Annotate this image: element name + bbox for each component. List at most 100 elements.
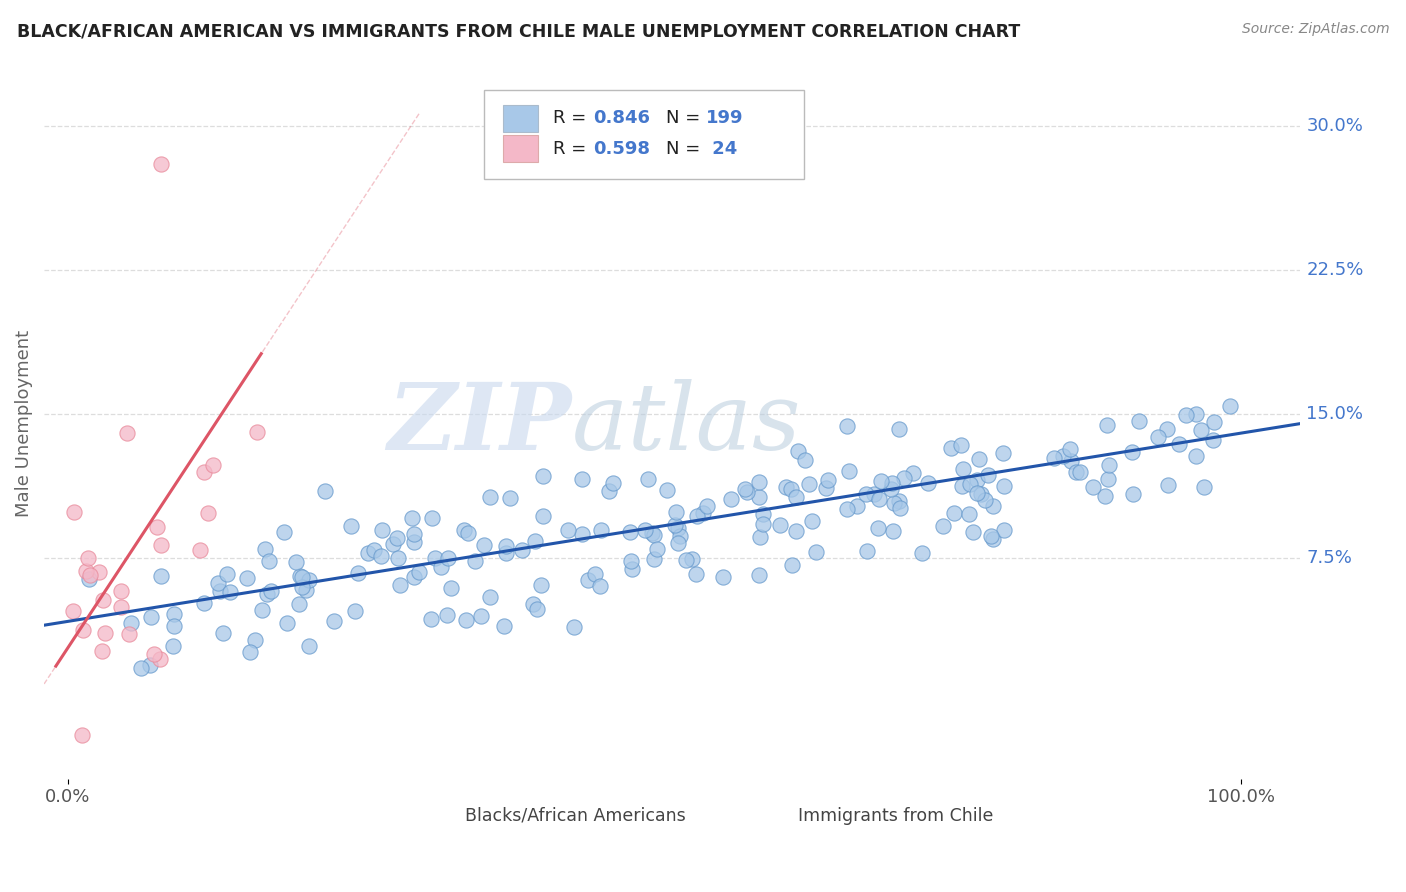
Point [77,550,100,565]
Point [472,538,495,552]
Point [966,486,988,500]
Point [531,468,554,483]
Point [734,482,756,496]
Point [967,452,990,467]
Point [371,523,394,537]
Point [162,639,184,653]
Point [1128,414,1150,428]
Point [129,661,152,675]
Point [437,551,460,566]
Point [1204,416,1226,430]
Point [193,465,215,479]
Point [1064,465,1087,479]
Point [643,552,665,566]
Point [785,524,807,538]
Text: 30.0%: 30.0% [1306,117,1364,135]
Point [980,528,1002,542]
Point [619,525,641,540]
Point [163,619,186,633]
Point [1219,399,1241,413]
Point [531,509,554,524]
Point [991,446,1014,460]
Point [846,500,869,514]
Point [620,554,643,568]
Point [591,523,613,537]
Point [75,564,97,578]
Point [522,598,544,612]
Point [243,633,266,648]
Point [250,603,273,617]
Point [322,614,344,628]
Text: ZIP: ZIP [388,378,572,468]
Point [288,568,311,582]
FancyBboxPatch shape [502,136,537,162]
Point [453,523,475,537]
Point [93,625,115,640]
Point [273,524,295,539]
Point [959,476,981,491]
Point [1059,442,1081,456]
Point [524,534,547,549]
Point [855,487,877,501]
Point [868,491,890,506]
Point [981,532,1004,546]
Point [911,546,934,560]
Point [110,599,132,614]
Point [110,583,132,598]
Point [454,613,477,627]
Point [665,505,688,519]
Text: 0.846: 0.846 [593,109,650,128]
Point [879,483,901,497]
Point [641,525,664,540]
Point [288,597,311,611]
Point [589,579,612,593]
Point [149,569,172,583]
Point [643,528,665,542]
Text: Blacks/African Americans: Blacks/African Americans [465,806,686,825]
Point [1189,423,1212,437]
Point [1122,486,1144,500]
FancyBboxPatch shape [484,90,804,178]
Point [602,475,624,490]
Point [837,419,859,434]
Point [974,493,997,508]
Point [212,625,235,640]
Point [479,591,502,605]
Point [685,566,707,581]
Point [1043,450,1066,465]
Point [889,500,911,515]
Text: Source: ZipAtlas.com: Source: ZipAtlas.com [1241,22,1389,37]
Point [1194,480,1216,494]
Point [981,500,1004,514]
Point [440,582,463,596]
Text: R =: R = [553,140,592,158]
Point [571,472,593,486]
Point [675,552,697,566]
Point [571,527,593,541]
Point [346,566,368,580]
Point [77,572,100,586]
Point [404,569,426,583]
Point [1052,449,1074,463]
Point [950,478,973,492]
Point [256,587,278,601]
Point [882,524,904,538]
Point [862,486,884,500]
Point [207,576,229,591]
Point [752,516,775,531]
FancyBboxPatch shape [502,104,537,132]
Point [90,644,112,658]
Point [423,551,446,566]
Point [246,425,269,439]
Point [149,652,172,666]
Point [1156,421,1178,435]
Text: BLACK/AFRICAN AMERICAN VS IMMIGRANTS FROM CHILE MALE UNEMPLOYMENT CORRELATION CH: BLACK/AFRICAN AMERICAN VS IMMIGRANTS FRO… [17,22,1021,40]
Point [752,507,775,521]
Point [637,472,659,486]
Point [499,491,522,505]
Point [932,519,955,533]
Point [838,464,860,478]
Text: 199: 199 [706,109,744,128]
Point [1147,429,1170,443]
Point [340,519,363,533]
